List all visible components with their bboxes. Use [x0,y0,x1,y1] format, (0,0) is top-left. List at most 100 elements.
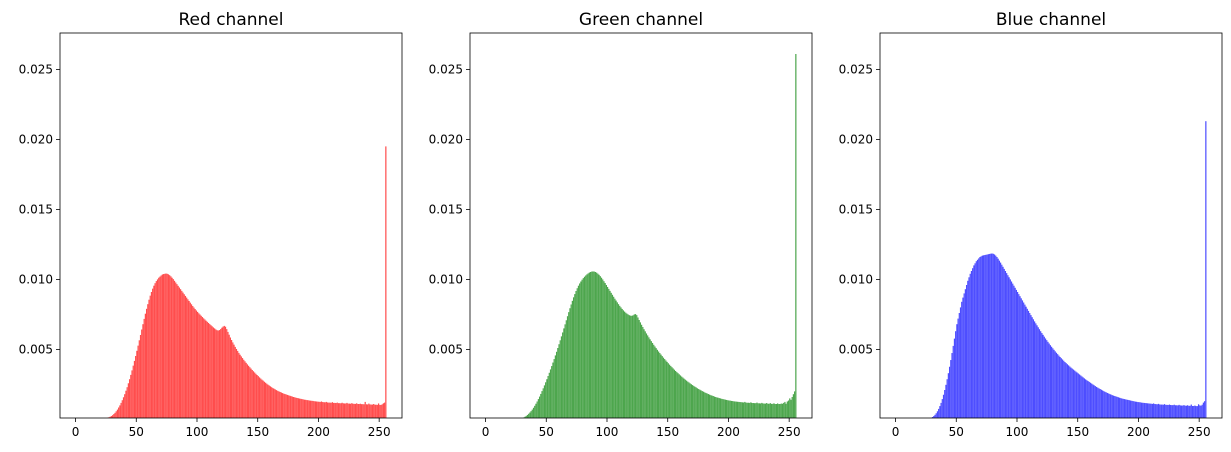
bar [116,409,119,418]
bar [530,411,532,418]
bar [789,398,791,418]
bar [745,402,747,418]
bar [1108,393,1110,418]
bar [979,257,981,418]
bar [698,389,700,418]
bar [1163,404,1166,418]
bar [604,283,606,418]
bar [1059,356,1061,418]
bar [545,382,547,418]
bar [1008,277,1010,418]
bar [526,414,529,418]
bar [955,331,957,418]
bar [1053,349,1055,418]
bar [325,401,327,418]
bar [335,403,337,418]
bar [292,397,295,418]
panel: Blue channel 0 50 100 150 200 250 0.005 0.010 0.0… [839,10,1223,439]
bar [1035,323,1037,418]
bar [1117,397,1120,418]
bar [249,367,251,418]
bar [992,253,994,418]
bar [1033,321,1036,418]
bar [726,399,728,418]
bar [619,305,621,418]
bar [1009,279,1011,418]
bar [1003,268,1005,418]
bar [336,402,338,418]
bar [221,327,223,418]
bar [644,331,646,418]
bar [1143,402,1145,418]
bar [109,416,111,418]
bar [553,359,555,418]
bar [360,404,363,418]
bar [552,362,554,418]
bar [359,403,361,418]
bar [182,292,184,418]
bar [348,403,351,418]
bar [1102,390,1104,418]
bar [1057,354,1059,418]
bar [199,314,201,418]
bar [968,277,970,418]
bar [1046,340,1048,418]
bar [769,403,771,418]
bar [189,302,191,418]
bar [741,402,744,418]
bar [540,393,542,418]
bar [305,399,307,418]
bar [1166,404,1168,418]
bar [695,387,697,418]
bar [184,295,187,418]
bar [625,312,627,418]
bar [121,400,123,418]
bar [254,372,256,418]
bar [761,402,763,418]
bar [1154,404,1156,418]
bar [296,397,298,418]
bar [303,399,306,418]
y-tick-label: 0.015 [19,202,53,216]
bar [967,280,969,418]
bar [719,398,722,418]
bar [1153,403,1155,418]
bar [147,304,149,418]
bar [1174,405,1177,418]
bar [790,399,792,418]
bar [672,368,674,418]
bar [936,411,939,418]
bar [357,404,359,418]
bar [1069,366,1071,418]
bar [784,401,786,418]
bar [551,366,553,418]
bar [1185,405,1188,418]
bar [730,400,733,418]
bar [333,402,335,418]
bar [724,399,727,418]
bar [602,279,604,418]
bar [722,399,724,418]
bar [661,356,663,418]
bar [1040,331,1042,418]
bar [1094,386,1096,418]
bar [177,285,179,418]
bar [760,403,762,418]
bar [178,287,180,418]
bar [716,397,718,418]
bar [164,273,166,418]
bar [209,324,211,418]
bar [290,396,292,418]
bar [634,314,637,418]
bar [583,276,586,418]
bar [324,402,326,418]
bar [137,345,139,418]
bar [613,296,615,418]
x-tick-label: 100 [186,425,209,439]
bar [320,401,323,418]
bar [1055,352,1058,418]
bar [586,274,588,418]
bar [233,344,235,418]
bar [677,373,679,418]
